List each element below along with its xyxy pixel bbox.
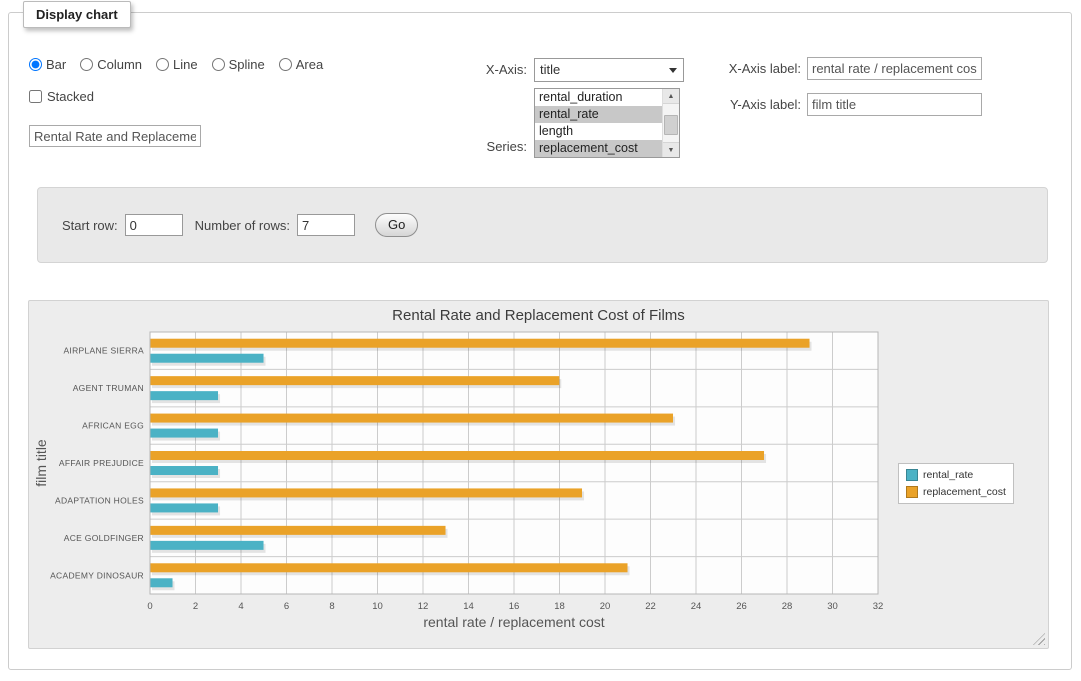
screen: Display chart Bar Column Line Spline Area St… [0, 0, 1081, 681]
y-axis-label-field-label: Y-Axis label: [649, 93, 801, 116]
start-row-input[interactable] [125, 214, 183, 236]
spline-radio[interactable] [212, 58, 225, 71]
x-tick-label: 10 [372, 601, 383, 612]
series-options: rental_durationrental_ratelengthreplacem… [535, 89, 662, 157]
chart-y-axis-label: film title [33, 363, 53, 563]
radio-label: Area [296, 57, 323, 72]
x-axis-selected-value: title [540, 62, 560, 77]
rows-panel: Start row: Number of rows: Go [37, 187, 1048, 263]
bar-rental_rate [150, 391, 218, 400]
x-axis-label: X-Axis: [439, 58, 527, 82]
x-tick-label: 4 [238, 601, 243, 612]
category-label: AGENT TRUMAN [73, 383, 144, 393]
num-rows-input[interactable] [297, 214, 355, 236]
bar-replacement_cost [150, 376, 559, 385]
series-option-replacement_cost[interactable]: replacement_cost [535, 140, 662, 157]
x-tick-label: 2 [193, 601, 198, 612]
chart-type-area[interactable]: Area [279, 57, 323, 72]
series-option-rental_duration[interactable]: rental_duration [535, 89, 662, 106]
bar-replacement_cost [150, 414, 673, 423]
series-label: Series: [439, 137, 527, 157]
radio-label: Spline [229, 57, 265, 72]
bar-radio[interactable] [29, 58, 42, 71]
x-tick-label: 16 [509, 601, 520, 612]
area-radio[interactable] [279, 58, 292, 71]
category-label: AIRPLANE SIERRA [63, 346, 144, 356]
x-tick-label: 12 [418, 601, 429, 612]
column-radio[interactable] [80, 58, 93, 71]
x-tick-label: 8 [329, 601, 334, 612]
x-tick-label: 20 [600, 601, 611, 612]
chart-type-column[interactable]: Column [80, 57, 142, 72]
category-label: ADAPTATION HOLES [55, 495, 144, 505]
line-radio[interactable] [156, 58, 169, 71]
chart-type-line[interactable]: Line [156, 57, 198, 72]
scrollbar-thumb[interactable] [664, 115, 678, 135]
y-axis-label-input[interactable] [807, 93, 982, 116]
chart-type-radiogroup: Bar Column Line Spline Area [29, 57, 323, 72]
chart-type-spline[interactable]: Spline [212, 57, 265, 72]
x-tick-label: 0 [147, 601, 152, 612]
bar-replacement_cost [150, 339, 810, 348]
x-tick-label: 6 [284, 601, 289, 612]
chart-panel: Rental Rate and Replacement Cost of Film… [28, 300, 1049, 649]
legend-swatch [906, 486, 918, 498]
chart-legend: rental_rate replacement_cost [898, 463, 1014, 504]
stacked-checkbox-row[interactable]: Stacked [29, 89, 94, 104]
category-label: AFFAIR PREJUDICE [59, 458, 144, 468]
start-row-label: Start row: [62, 218, 118, 233]
display-chart-fieldset: Display chart BarColumnLineSplineArea St… [8, 12, 1072, 670]
category-label: ACADEMY DINOSAUR [50, 570, 144, 580]
bar-replacement_cost [150, 451, 764, 460]
bar-rental_rate [150, 503, 218, 512]
x-tick-label: 18 [554, 601, 565, 612]
series-option-length[interactable]: length [535, 123, 662, 140]
bar-replacement_cost [150, 526, 446, 535]
x-axis-label-input[interactable] [807, 57, 982, 80]
radio-label: Bar [46, 57, 66, 72]
bar-replacement_cost [150, 488, 582, 497]
chart-title-input[interactable] [29, 125, 201, 147]
stacked-label: Stacked [47, 89, 94, 104]
chart-type-bar[interactable]: Bar [29, 57, 66, 72]
legend-label: rental_rate [923, 469, 973, 481]
bar-rental_rate [150, 578, 173, 587]
bar-replacement_cost [150, 563, 628, 572]
bar-rental_rate [150, 541, 264, 550]
x-tick-label: 30 [827, 601, 838, 612]
legend-item-rental_rate: rental_rate [906, 469, 1006, 481]
x-axis-label-field-label: X-Axis label: [649, 57, 801, 80]
series-option-rental_rate[interactable]: rental_rate [535, 106, 662, 123]
bar-rental_rate [150, 466, 218, 475]
x-tick-label: 26 [736, 601, 747, 612]
category-label: AFRICAN EGG [82, 421, 144, 431]
scroll-down-icon[interactable]: ▼ [663, 142, 679, 157]
num-rows-label: Number of rows: [195, 218, 290, 233]
go-button[interactable]: Go [375, 213, 418, 237]
bar-rental_rate [150, 429, 218, 438]
bar-rental_rate [150, 354, 264, 363]
fieldset-legend-title: Display chart [23, 1, 131, 28]
category-label: ACE GOLDFINGER [64, 533, 144, 543]
x-tick-label: 22 [645, 601, 656, 612]
legend-swatch [906, 469, 918, 481]
x-tick-label: 32 [873, 601, 884, 612]
stacked-checkbox[interactable] [29, 90, 42, 103]
x-tick-label: 14 [463, 601, 474, 612]
bar-chart: 02468101214161820222426283032AIRPLANE SI… [29, 301, 1050, 650]
x-tick-label: 28 [782, 601, 793, 612]
legend-label: replacement_cost [923, 486, 1006, 498]
radio-label: Line [173, 57, 198, 72]
chart-x-axis-label: rental rate / replacement cost [150, 614, 878, 630]
x-tick-label: 24 [691, 601, 702, 612]
legend-item-replacement_cost: replacement_cost [906, 486, 1006, 498]
radio-label: Column [97, 57, 142, 72]
